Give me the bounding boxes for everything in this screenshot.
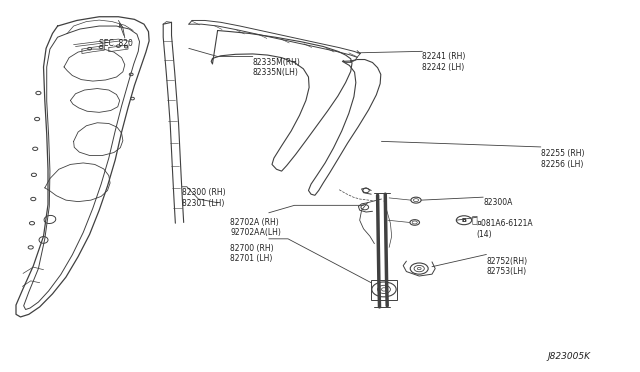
Text: 82300 (RH)
82301 (LH): 82300 (RH) 82301 (LH) <box>182 188 226 208</box>
Text: 82241 (RH)
82242 (LH): 82241 (RH) 82242 (LH) <box>422 52 466 72</box>
Text: 82255 (RH)
82256 (LH): 82255 (RH) 82256 (LH) <box>541 149 584 169</box>
Text: B: B <box>461 218 467 223</box>
Text: SEC. 820: SEC. 820 <box>99 39 133 48</box>
Text: Ⓑ: Ⓑ <box>472 215 477 224</box>
Text: 82335M(RH)
82335N(LH): 82335M(RH) 82335N(LH) <box>253 58 301 77</box>
Text: J823005K: J823005K <box>547 352 590 361</box>
Text: ¤081A6-6121A
(14): ¤081A6-6121A (14) <box>477 219 533 239</box>
Text: B: B <box>461 218 467 223</box>
Text: 82700 (RH)
82701 (LH): 82700 (RH) 82701 (LH) <box>230 244 274 263</box>
Text: 82702A (RH)
92702AA(LH): 82702A (RH) 92702AA(LH) <box>230 218 281 237</box>
Text: 82300A: 82300A <box>483 198 513 207</box>
Text: 82752(RH)
82753(LH): 82752(RH) 82753(LH) <box>486 257 527 276</box>
